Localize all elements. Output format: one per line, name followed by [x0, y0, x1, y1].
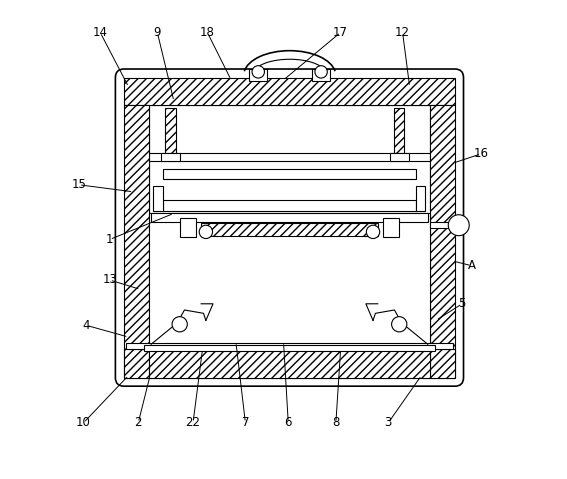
Bar [201, 223, 378, 236]
Text: 12: 12 [395, 26, 410, 39]
Bar [312, 69, 330, 81]
FancyBboxPatch shape [116, 69, 463, 386]
Text: 15: 15 [71, 178, 86, 191]
Text: 5: 5 [458, 297, 466, 310]
Text: A: A [468, 259, 476, 272]
Bar [430, 349, 455, 377]
Bar [149, 105, 430, 349]
Circle shape [199, 225, 213, 239]
Circle shape [448, 215, 469, 236]
Text: 13: 13 [102, 274, 117, 286]
Circle shape [172, 317, 187, 332]
Bar [383, 218, 399, 237]
Bar [126, 343, 452, 349]
Circle shape [315, 66, 327, 78]
Bar [149, 213, 430, 349]
Bar [161, 153, 180, 161]
Bar [249, 69, 267, 81]
Circle shape [252, 66, 264, 78]
Text: 18: 18 [200, 26, 215, 39]
Text: 17: 17 [333, 26, 348, 39]
Text: 1: 1 [106, 233, 113, 246]
Bar [124, 349, 455, 377]
Bar [390, 153, 409, 161]
Text: 9: 9 [154, 26, 161, 39]
Bar [144, 345, 435, 351]
Bar [166, 108, 176, 153]
Bar [124, 105, 149, 349]
Bar [154, 186, 163, 211]
Circle shape [366, 225, 380, 239]
Bar [151, 213, 428, 222]
Text: 16: 16 [473, 147, 489, 160]
Bar [416, 186, 425, 211]
Text: 14: 14 [92, 26, 108, 39]
Bar [124, 349, 149, 377]
Bar [394, 108, 404, 153]
Text: 8: 8 [332, 416, 340, 429]
Bar [430, 222, 459, 228]
Bar [124, 78, 455, 105]
Bar [430, 105, 455, 349]
Bar [163, 200, 416, 211]
Bar [163, 169, 416, 179]
Text: 6: 6 [285, 416, 292, 429]
Circle shape [392, 317, 407, 332]
Text: 2: 2 [134, 416, 142, 429]
Text: 10: 10 [76, 416, 91, 429]
Text: 7: 7 [242, 416, 249, 429]
Text: 3: 3 [384, 416, 392, 429]
Text: 4: 4 [82, 319, 90, 332]
Text: 22: 22 [185, 416, 201, 429]
Bar [149, 349, 430, 377]
Bar [180, 218, 196, 237]
